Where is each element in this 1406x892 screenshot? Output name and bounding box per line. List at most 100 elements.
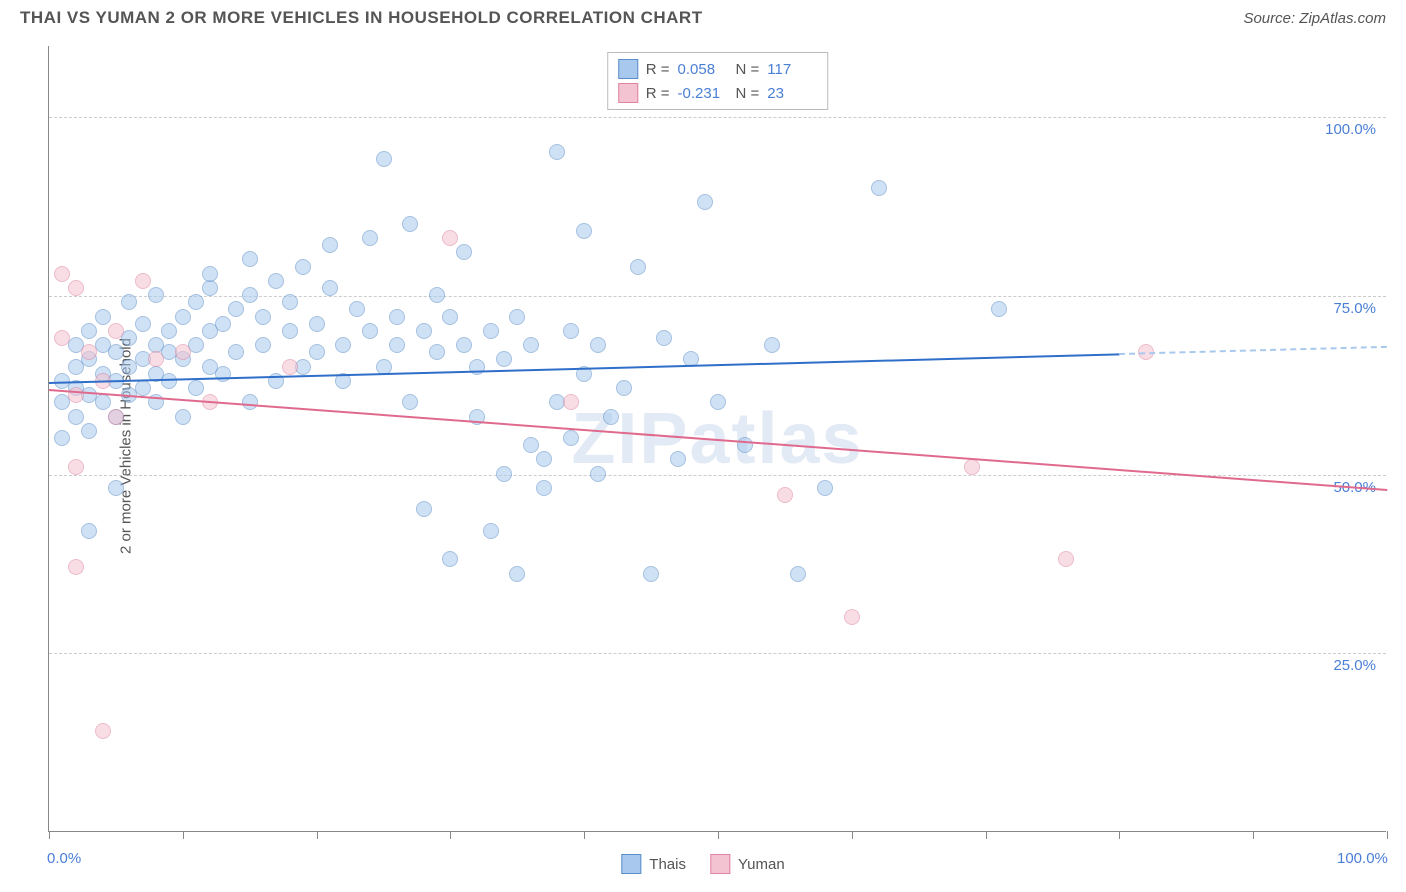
gridline <box>49 653 1386 654</box>
x-tick <box>718 831 719 839</box>
legend-series: Thais Yuman <box>621 854 784 874</box>
data-point <box>362 230 378 246</box>
data-point <box>697 194 713 210</box>
data-point <box>309 344 325 360</box>
legend-swatch <box>618 83 638 103</box>
data-point <box>764 337 780 353</box>
data-point <box>603 409 619 425</box>
data-point <box>95 309 111 325</box>
data-point <box>242 394 258 410</box>
data-point <box>161 323 177 339</box>
data-point <box>643 566 659 582</box>
data-point <box>429 287 445 303</box>
legend-series-label: Thais <box>649 856 686 873</box>
data-point <box>616 380 632 396</box>
data-point <box>81 423 97 439</box>
legend-stats: R =0.058N =117R =-0.231N =23 <box>607 52 829 110</box>
x-tick-label: 100.0% <box>1337 850 1388 867</box>
data-point <box>483 323 499 339</box>
data-point <box>68 459 84 475</box>
data-point <box>295 259 311 275</box>
x-tick <box>49 831 50 839</box>
data-point <box>402 216 418 232</box>
legend-n-value: 117 <box>767 61 817 78</box>
data-point <box>242 287 258 303</box>
x-tick <box>852 831 853 839</box>
data-point <box>536 480 552 496</box>
data-point <box>108 409 124 425</box>
data-point <box>523 437 539 453</box>
data-point <box>777 487 793 503</box>
x-tick <box>986 831 987 839</box>
data-point <box>536 451 552 467</box>
data-point <box>268 273 284 289</box>
data-point <box>442 230 458 246</box>
legend-r-value: 0.058 <box>678 61 728 78</box>
x-tick <box>1119 831 1120 839</box>
legend-stats-row: R =-0.231N =23 <box>618 81 818 105</box>
data-point <box>81 323 97 339</box>
y-tick-label: 25.0% <box>1333 657 1376 674</box>
data-point <box>844 609 860 625</box>
data-point <box>496 351 512 367</box>
x-tick-label: 0.0% <box>47 850 81 867</box>
legend-swatch <box>618 59 638 79</box>
data-point <box>563 430 579 446</box>
data-point <box>442 551 458 567</box>
data-point <box>509 309 525 325</box>
data-point <box>590 337 606 353</box>
data-point <box>590 466 606 482</box>
legend-swatch <box>621 854 641 874</box>
data-point <box>108 480 124 496</box>
data-point <box>322 237 338 253</box>
data-point <box>68 409 84 425</box>
data-point <box>483 523 499 539</box>
data-point <box>389 309 405 325</box>
data-point <box>1058 551 1074 567</box>
data-point <box>135 380 151 396</box>
data-point <box>68 559 84 575</box>
data-point <box>790 566 806 582</box>
data-point <box>376 151 392 167</box>
data-point <box>416 323 432 339</box>
data-point <box>576 223 592 239</box>
data-point <box>121 294 137 310</box>
legend-r-label: R = <box>646 85 670 102</box>
data-point <box>54 266 70 282</box>
data-point <box>362 323 378 339</box>
data-point <box>456 337 472 353</box>
source-attribution: Source: ZipAtlas.com <box>1243 10 1386 27</box>
data-point <box>95 723 111 739</box>
data-point <box>68 387 84 403</box>
data-point <box>282 294 298 310</box>
legend-series-label: Yuman <box>738 856 785 873</box>
x-tick <box>584 831 585 839</box>
data-point <box>416 501 432 517</box>
data-point <box>175 409 191 425</box>
data-point <box>228 301 244 317</box>
data-point <box>322 280 338 296</box>
data-point <box>68 280 84 296</box>
legend-n-value: 23 <box>767 85 817 102</box>
data-point <box>563 323 579 339</box>
data-point <box>630 259 646 275</box>
data-point <box>309 316 325 332</box>
data-point <box>442 309 458 325</box>
legend-swatch <box>710 854 730 874</box>
data-point <box>656 330 672 346</box>
data-point <box>148 351 164 367</box>
legend-stats-row: R =0.058N =117 <box>618 57 818 81</box>
data-point <box>282 323 298 339</box>
legend-series-item: Thais <box>621 854 686 874</box>
chart-title: THAI VS YUMAN 2 OR MORE VEHICLES IN HOUS… <box>20 8 703 28</box>
data-point <box>964 459 980 475</box>
data-point <box>54 430 70 446</box>
data-point <box>95 394 111 410</box>
data-point <box>737 437 753 453</box>
data-point <box>135 316 151 332</box>
data-point <box>255 309 271 325</box>
legend-r-label: R = <box>646 61 670 78</box>
data-point <box>549 144 565 160</box>
data-point <box>188 294 204 310</box>
data-point <box>349 301 365 317</box>
